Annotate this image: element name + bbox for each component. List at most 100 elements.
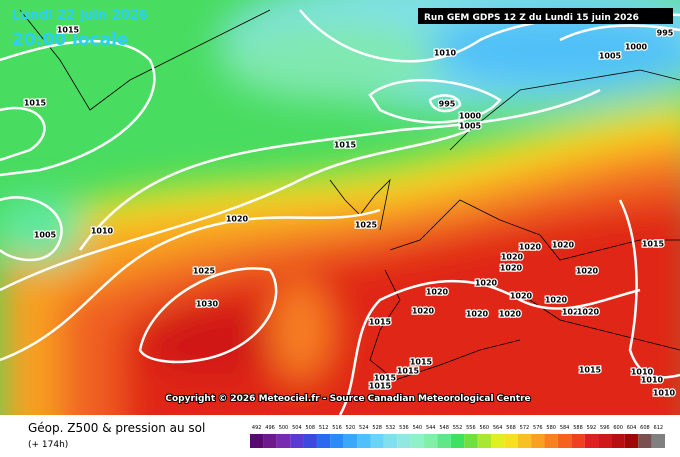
legend-swatch <box>651 434 665 448</box>
legend-label: 552 <box>453 425 463 431</box>
isobar-label: 995 <box>657 29 674 38</box>
legend-swatch <box>410 434 425 448</box>
isobar-label: 1015 <box>397 367 420 376</box>
legend-swatch <box>303 434 317 448</box>
legend-swatch <box>276 434 291 448</box>
legend-label: 540 <box>413 425 423 431</box>
isobar-label: 1015 <box>369 382 392 391</box>
legend-swatch <box>517 434 532 448</box>
isobar-label: 1015 <box>642 240 665 249</box>
legend-swatch <box>383 434 398 448</box>
legend-swatch <box>531 434 545 448</box>
isobar-label: 1020 <box>577 308 600 317</box>
isobar-label: 1020 <box>499 310 522 319</box>
isobar-label: 1020 <box>226 215 249 224</box>
isobar-label: 1000 <box>459 112 482 121</box>
isobar-label: 1020 <box>552 241 575 250</box>
legend-label: 504 <box>292 425 302 431</box>
isobar-labels: 1015101510101000995100599510001005101510… <box>23 24 677 399</box>
legend-label: 520 <box>346 425 356 431</box>
legend-swatch <box>370 434 384 448</box>
legend-label: 500 <box>279 425 289 431</box>
legend-label: 588 <box>573 425 583 431</box>
legend-label: 532 <box>386 425 396 431</box>
legend-label: 596 <box>600 425 610 431</box>
run: Run GEM GDPS 12 Z du Lundi 15 juin 2026 <box>424 13 639 23</box>
legend-swatch <box>598 434 612 448</box>
legend-label: 604 <box>627 425 637 431</box>
isobar-label: 1020 <box>519 243 542 252</box>
isobar-label: 1030 <box>196 300 219 309</box>
legend-swatch <box>250 434 264 448</box>
legend-label: 536 <box>399 425 409 431</box>
legend-label: 560 <box>480 425 490 431</box>
isobar-label: 1020 <box>545 296 568 305</box>
isobar-label: 1005 <box>459 122 482 131</box>
legend-label: 580 <box>546 425 556 431</box>
isobar-label: 1015 <box>579 366 602 375</box>
isobar-label: 1020 <box>426 288 449 297</box>
legend-label: 572 <box>520 425 530 431</box>
footer-title: Géop. Z500 & pression au sol <box>28 421 205 435</box>
legend-swatch <box>544 434 558 448</box>
isobar-label: 1010 <box>91 227 114 236</box>
isobar-label: 1020 <box>412 307 435 316</box>
isobar-label: 1020 <box>466 310 489 319</box>
legend-swatch <box>477 434 491 448</box>
legend-swatch <box>504 434 518 448</box>
isobar-label: 1015 <box>24 99 47 108</box>
legend-label: 568 <box>506 425 516 431</box>
isobar-label: 995 <box>439 100 456 109</box>
time: 20:00 locale <box>12 30 128 50</box>
legend-swatch <box>437 434 451 448</box>
isobar-label: 1015 <box>334 141 357 150</box>
legend-swatch <box>450 434 465 448</box>
legend-label: 564 <box>493 425 503 431</box>
isobar-label: 1015 <box>410 358 433 367</box>
legend-swatch <box>611 434 625 448</box>
isobar-label: 1020 <box>501 253 524 262</box>
legend-label: 544 <box>426 425 436 431</box>
isobar-label: 1025 <box>193 267 216 276</box>
isobar-label: 1005 <box>599 52 622 61</box>
date: Lundi 22 juin 2026 <box>12 8 148 23</box>
run-box <box>418 8 673 24</box>
legend-label: 584 <box>560 425 570 431</box>
legend-label: 612 <box>654 425 664 431</box>
legend-label: 548 <box>439 425 449 431</box>
isobar-label: 1020 <box>475 279 498 288</box>
legend-swatch <box>557 434 572 448</box>
copyright: Copyright © 2026 Meteociel.fr - Source C… <box>165 394 530 404</box>
footer-lead: (+ 174h) <box>28 440 68 450</box>
legend-label: 492 <box>252 425 262 431</box>
isobar-label: 1020 <box>500 264 523 273</box>
legend-label: 496 <box>265 425 275 431</box>
legend-swatch <box>357 434 371 448</box>
legend-swatch <box>263 434 277 448</box>
isobar-label: 1010 <box>631 368 654 377</box>
isobar-label: 1015 <box>374 374 397 383</box>
isobar-label: 1005 <box>34 231 57 240</box>
legend-label: 592 <box>587 425 597 431</box>
legend-swatch <box>624 434 639 448</box>
legend-swatch <box>638 434 652 448</box>
isobar-label: 1000 <box>625 43 648 52</box>
isobar-label: 1020 <box>562 308 585 317</box>
legend-swatch <box>571 434 585 448</box>
legend-label: 528 <box>372 425 382 431</box>
legend-swatch <box>330 434 344 448</box>
legend-label: 556 <box>466 425 476 431</box>
isobar-label: 1010 <box>434 49 457 58</box>
legend-label: 524 <box>359 425 369 431</box>
isobar-label: 1015 <box>57 26 80 35</box>
legend: 492 496 500 504 508 512 516 520 524 528 532 536 540 5… <box>250 425 665 448</box>
isobar-label: 1010 <box>653 389 676 398</box>
isobar-label: 1020 <box>510 292 533 301</box>
legend-label: 600 <box>613 425 623 431</box>
legend-swatch <box>584 434 599 448</box>
isobar-label: 1015 <box>369 318 392 327</box>
isobar-label: 1025 <box>355 221 378 230</box>
